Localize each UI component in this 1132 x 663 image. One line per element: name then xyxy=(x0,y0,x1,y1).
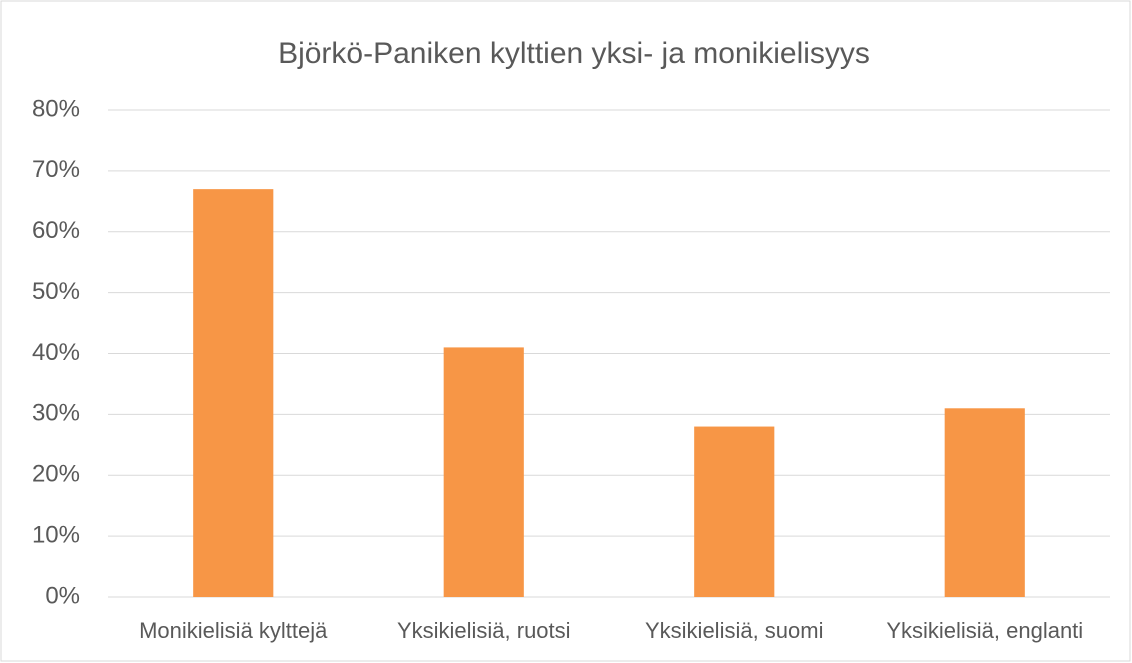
bar xyxy=(193,189,274,597)
y-tick-label: 40% xyxy=(32,339,80,366)
y-tick-label: 60% xyxy=(32,217,80,244)
x-tick-label: Yksikielisiä, suomi xyxy=(645,618,824,643)
bar xyxy=(443,347,524,597)
bar xyxy=(694,426,775,597)
x-tick-label: Monikielisiä kylttejä xyxy=(139,618,328,643)
y-tick-label: 50% xyxy=(32,278,80,305)
x-tick-label: Yksikielisiä, ruotsi xyxy=(397,618,571,643)
bar xyxy=(944,408,1025,597)
y-tick-label: 30% xyxy=(32,400,80,427)
chart-title: Björkö-Paniken kylttien yksi- ja monikie… xyxy=(278,37,870,70)
y-tick-label: 0% xyxy=(45,582,80,609)
y-tick-label: 10% xyxy=(32,521,80,548)
y-tick-label: 20% xyxy=(32,461,80,488)
y-tick-label: 80% xyxy=(32,95,80,122)
x-tick-label: Yksikielisiä, englanti xyxy=(886,618,1083,643)
y-tick-label: 70% xyxy=(32,156,80,183)
